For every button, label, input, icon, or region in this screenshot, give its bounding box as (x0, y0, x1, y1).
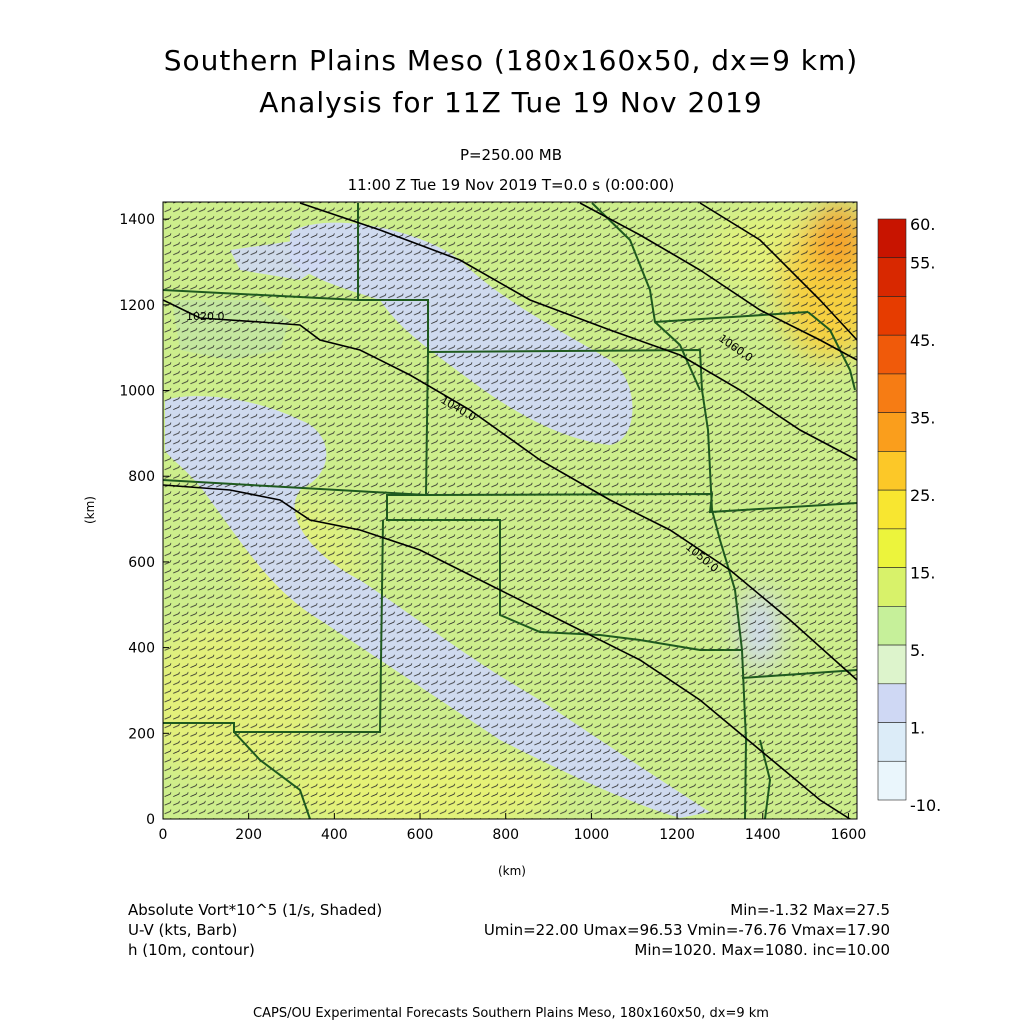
colorbar-label: 25. (910, 486, 935, 505)
y-axis: 0 200 400 600 800 1000 1200 1400 (119, 212, 169, 828)
legend-field2: U-V (kts, Barb) (128, 921, 238, 939)
y-tick-label: 800 (128, 469, 155, 485)
x-tick-label: 1000 (574, 827, 610, 843)
x-tick-label: 600 (407, 827, 434, 843)
colorbar: 60. 55. 45. 35. 25. 15. 5. 1. -10. (877, 215, 941, 815)
colorbar-label: 1. (910, 719, 925, 738)
x-axis: 0 200 400 600 800 1000 1200 1400 1600 (159, 813, 867, 843)
y-tick-label: 400 (128, 641, 155, 657)
colorbar-label: 45. (910, 331, 935, 350)
x-tick-label: 1200 (659, 827, 695, 843)
colorbar-label: 60. (910, 215, 935, 234)
colorbar-swatch (877, 722, 907, 762)
legend-field3-stats: Min=1020. Max=1080. inc=10.00 (634, 941, 890, 959)
x-tick-label: 800 (492, 827, 519, 843)
colorbar-swatch (877, 373, 907, 413)
colorbar-swatch (877, 683, 907, 723)
pressure-level: P=250.00 MB (459, 146, 563, 164)
map-title-line1: Southern Plains Meso (180x160x50, dx=9 k… (163, 44, 859, 77)
state-boundaries (163, 202, 857, 819)
map-figure: 1020.0 1040.0 1050.0 1060.0 0 200 400 600 80… (83, 201, 941, 878)
colorbar-label: 35. (910, 409, 935, 428)
contour-label: 1020.0 (186, 310, 225, 323)
legend-field1: Absolute Vort*10^5 (1/s, Shaded) (128, 901, 383, 919)
colorbar-swatch (877, 606, 907, 646)
map-title-line2: Analysis for 11Z Tue 19 Nov 2019 (259, 86, 763, 119)
x-tick-label: 1600 (831, 827, 867, 843)
colorbar-label: 15. (910, 564, 935, 583)
colorbar-swatch (877, 451, 907, 491)
colorbar-label: -10. (910, 796, 941, 815)
colorbar-label: 5. (910, 641, 925, 660)
legend-field2-stats: Umin=22.00 Umax=96.53 Vmin=-76.76 Vmax=1… (483, 921, 890, 939)
valid-time: 11:00 Z Tue 19 Nov 2019 T=0.0 s (0:00:00… (347, 176, 675, 194)
y-axis-label: (km) (83, 496, 97, 524)
y-tick-label: 0 (146, 812, 155, 828)
y-tick-label: 1000 (119, 384, 155, 400)
colorbar-swatch (877, 257, 907, 297)
plot-frame (162, 201, 858, 820)
colorbar-swatch (877, 760, 907, 801)
y-tick-label: 1200 (119, 298, 155, 314)
y-tick-label: 600 (128, 555, 155, 571)
height-contours (163, 202, 857, 819)
colorbar-swatch (877, 567, 907, 607)
legend-field3: h (10m, contour) (128, 941, 255, 959)
colorbar-swatch (877, 644, 907, 685)
colorbar-swatch (877, 528, 907, 568)
colorbar-swatch (877, 412, 907, 452)
legend-field1-stats: Min=-1.32 Max=27.5 (730, 901, 890, 919)
colorbar-swatch (877, 218, 907, 259)
x-tick-label: 400 (321, 827, 348, 843)
x-tick-label: 200 (235, 827, 262, 843)
y-tick-label: 200 (128, 726, 155, 742)
vorticity-shading (163, 202, 857, 819)
x-axis-label: (km) (498, 864, 526, 878)
y-tick-label: 1400 (119, 212, 155, 228)
colorbar-swatch (877, 296, 907, 336)
x-tick-label: 0 (159, 827, 168, 843)
x-tick-label: 1400 (745, 827, 781, 843)
footer-credit: CAPS/OU Experimental Forecasts Southern … (253, 1006, 769, 1021)
colorbar-swatch (877, 334, 907, 375)
colorbar-swatch (877, 489, 907, 530)
colorbar-label: 55. (910, 254, 935, 273)
